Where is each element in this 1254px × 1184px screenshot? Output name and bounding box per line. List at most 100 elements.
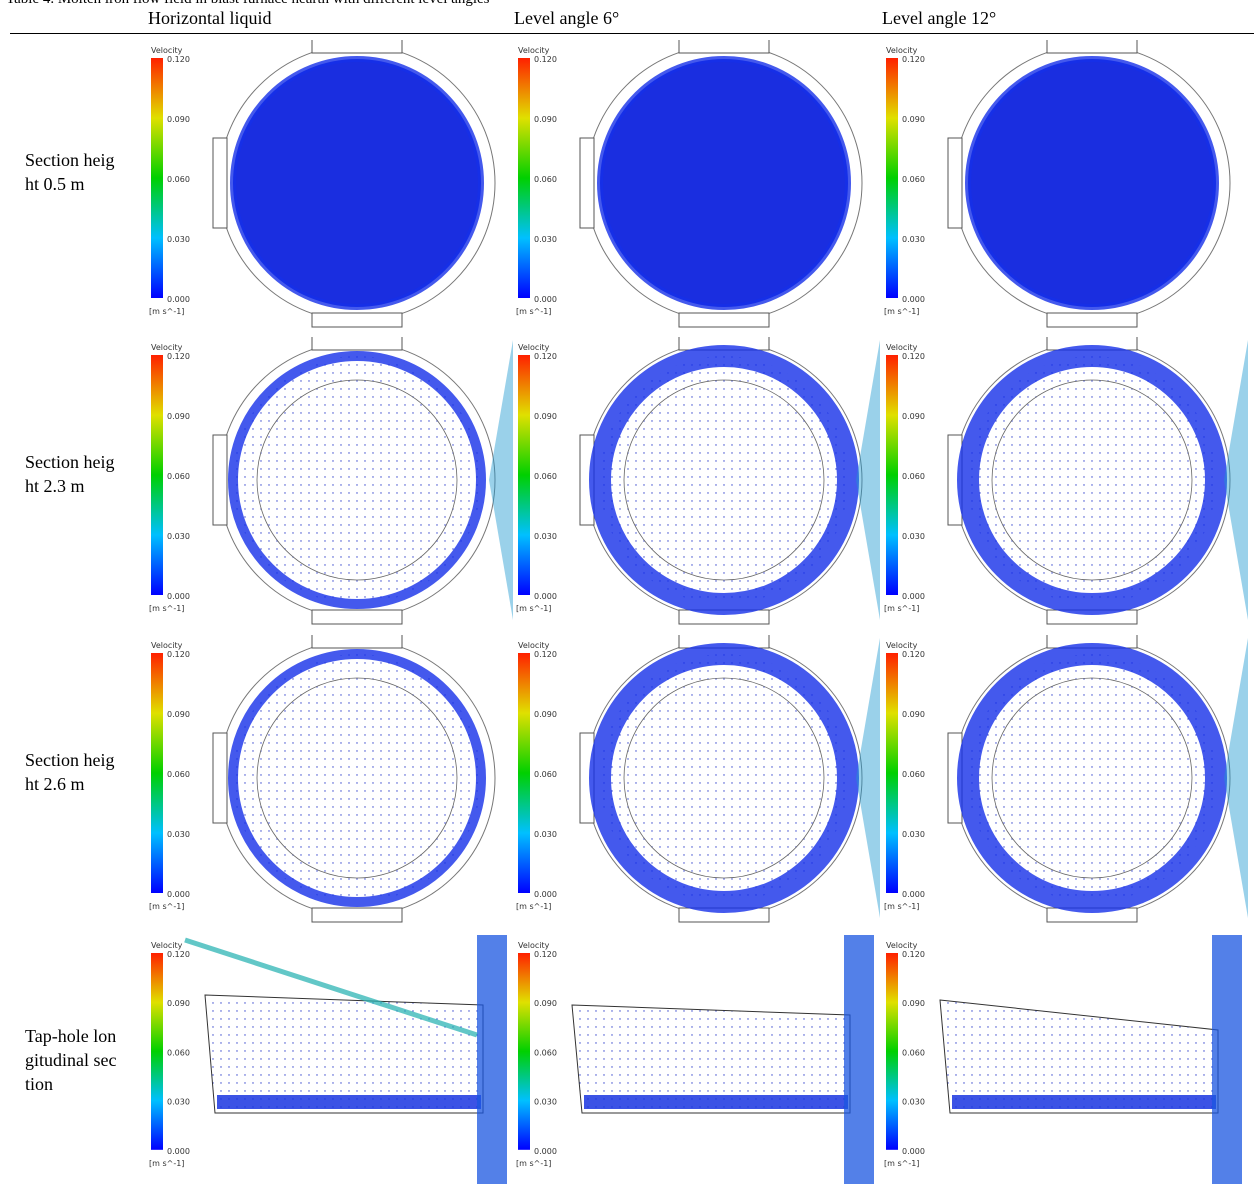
colorbar-tick: 0.000 bbox=[167, 295, 190, 304]
colorbar-unit: [m s^-1] bbox=[149, 902, 184, 911]
caption: Table 4. Molten iron flow field in blast… bbox=[6, 0, 490, 8]
colorbar-tick: 0.090 bbox=[902, 115, 925, 124]
colorbar-tick: 0.090 bbox=[902, 710, 925, 719]
colorbar bbox=[151, 355, 163, 595]
column-header: Level angle 12° bbox=[882, 8, 997, 28]
colorbar-tick: 0.120 bbox=[534, 650, 557, 659]
jet-line bbox=[184, 937, 478, 1038]
colorbar-tick: 0.090 bbox=[534, 710, 557, 719]
bottom-flow bbox=[217, 1095, 481, 1109]
colorbar-title: Velocity bbox=[518, 641, 550, 650]
jet bbox=[1224, 340, 1248, 620]
inner-line bbox=[991, 677, 1193, 879]
colorbar-tick: 0.000 bbox=[167, 1147, 190, 1156]
colorbar-tick: 0.060 bbox=[902, 472, 925, 481]
colorbar-tick: 0.000 bbox=[534, 592, 557, 601]
tap-block bbox=[311, 40, 403, 54]
flow-ring bbox=[228, 351, 486, 609]
colorbar-tick: 0.060 bbox=[534, 1048, 557, 1057]
flow-ring bbox=[589, 345, 859, 615]
colorbar-tick: 0.090 bbox=[167, 412, 190, 421]
colorbar-tick: 0.030 bbox=[902, 235, 925, 244]
colorbar-unit: [m s^-1] bbox=[884, 1159, 919, 1168]
flow-ring bbox=[957, 643, 1227, 913]
colorbar-tick: 0.030 bbox=[902, 1098, 925, 1107]
colorbar-title: Velocity bbox=[886, 641, 918, 650]
colorbar-tick: 0.060 bbox=[534, 175, 557, 184]
colorbar-unit: [m s^-1] bbox=[149, 307, 184, 316]
colorbar-title: Velocity bbox=[151, 46, 183, 55]
colorbar-tick: 0.090 bbox=[902, 999, 925, 1008]
colorbar-title: Velocity bbox=[151, 941, 183, 950]
colorbar-tick: 0.030 bbox=[902, 532, 925, 541]
colorbar-tick: 0.090 bbox=[167, 115, 190, 124]
colorbar-title: Velocity bbox=[151, 641, 183, 650]
row-label: Section height 2.6 m bbox=[25, 750, 115, 794]
colorbar bbox=[518, 653, 530, 893]
colorbar-tick: 0.030 bbox=[534, 235, 557, 244]
colorbar bbox=[518, 355, 530, 595]
colorbar-tick: 0.120 bbox=[534, 950, 557, 959]
colorbar-unit: [m s^-1] bbox=[516, 1159, 551, 1168]
colorbar-tick: 0.060 bbox=[167, 1048, 190, 1057]
colorbar-title: Velocity bbox=[886, 343, 918, 352]
colorbar-tick: 0.030 bbox=[167, 830, 190, 839]
jet bbox=[1224, 638, 1248, 918]
jet bbox=[856, 340, 880, 620]
colorbar-title: Velocity bbox=[886, 46, 918, 55]
flow-ring bbox=[957, 345, 1227, 615]
flow-ring bbox=[230, 56, 484, 310]
flow-ring bbox=[228, 649, 486, 907]
colorbar-tick: 0.000 bbox=[167, 890, 190, 899]
tap-jet bbox=[1212, 935, 1242, 1184]
inner-line bbox=[256, 379, 458, 581]
colorbar-title: Velocity bbox=[518, 343, 550, 352]
colorbar-unit: [m s^-1] bbox=[884, 307, 919, 316]
row-label: Section height 2.3 m bbox=[25, 452, 115, 496]
colorbar bbox=[151, 653, 163, 893]
flow-ring bbox=[589, 643, 859, 913]
tap-block bbox=[212, 434, 228, 526]
colorbar-tick: 0.000 bbox=[902, 1147, 925, 1156]
inner-line bbox=[623, 677, 825, 879]
tap-block bbox=[212, 732, 228, 824]
colorbar-tick: 0.120 bbox=[902, 352, 925, 361]
tap-block bbox=[579, 137, 595, 229]
row-label: Tap-hole longitudinal section bbox=[25, 1026, 117, 1094]
colorbar-tick: 0.120 bbox=[902, 950, 925, 959]
column-header: Level angle 6° bbox=[514, 8, 620, 28]
colorbar-unit: [m s^-1] bbox=[149, 604, 184, 613]
colorbar-tick: 0.120 bbox=[534, 55, 557, 64]
colorbar-tick: 0.090 bbox=[534, 115, 557, 124]
colorbar bbox=[886, 953, 898, 1150]
colorbar-tick: 0.060 bbox=[902, 1048, 925, 1057]
colorbar-unit: [m s^-1] bbox=[516, 902, 551, 911]
tap-block bbox=[1046, 40, 1138, 54]
colorbar-tick: 0.060 bbox=[167, 472, 190, 481]
colorbar-tick: 0.120 bbox=[167, 55, 190, 64]
jet bbox=[856, 638, 880, 918]
colorbar-tick: 0.000 bbox=[534, 890, 557, 899]
colorbar-tick: 0.030 bbox=[167, 235, 190, 244]
colorbar-tick: 0.120 bbox=[902, 55, 925, 64]
tap-block bbox=[311, 907, 403, 923]
tap-block bbox=[311, 312, 403, 328]
inner-line bbox=[991, 379, 1193, 581]
colorbar-title: Velocity bbox=[886, 941, 918, 950]
colorbar-tick: 0.120 bbox=[167, 650, 190, 659]
colorbar-tick: 0.000 bbox=[902, 890, 925, 899]
column-header: Horizontal liquid bbox=[148, 8, 272, 28]
colorbar-tick: 0.030 bbox=[534, 1098, 557, 1107]
colorbar-tick: 0.090 bbox=[167, 999, 190, 1008]
tap-block bbox=[678, 312, 770, 328]
colorbar-tick: 0.060 bbox=[167, 175, 190, 184]
colorbar-tick: 0.120 bbox=[167, 950, 190, 959]
colorbar bbox=[886, 653, 898, 893]
colorbar-tick: 0.090 bbox=[902, 412, 925, 421]
tap-block bbox=[311, 337, 403, 351]
